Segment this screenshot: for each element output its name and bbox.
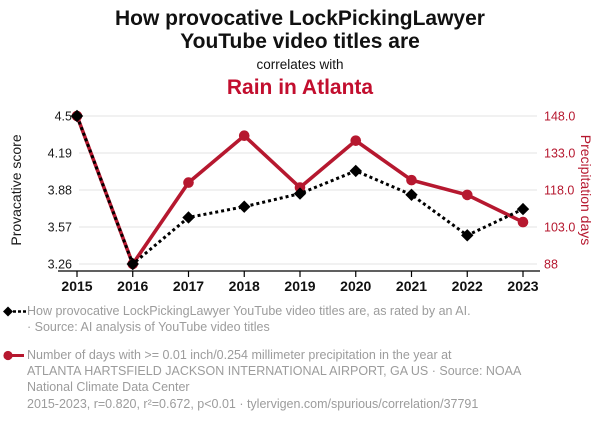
- data-point-diamond: [293, 187, 307, 200]
- left-axis-tick: 3.26: [48, 258, 72, 272]
- data-point-circle: [406, 174, 417, 186]
- left-axis-tick: 3.57: [48, 221, 72, 235]
- data-point-diamond: [126, 257, 139, 271]
- right-axis-tick: 148.0: [544, 110, 575, 124]
- data-point-circle: [238, 130, 250, 142]
- data-point-diamond: [70, 109, 84, 123]
- right-axis-tick: 88: [544, 258, 558, 272]
- left-axis-tick: 4.19: [48, 147, 72, 161]
- x-axis-tick: 2022: [452, 278, 483, 294]
- circle-solid-line-icon: [3, 347, 27, 366]
- legend-item-precipitation: Number of days with >= 0.01 inch/0.254 m…: [3, 347, 593, 395]
- x-axis-tick: 2023: [507, 278, 538, 294]
- right-axis-tick: 118.0: [544, 184, 574, 198]
- data-point-diamond: [349, 164, 362, 178]
- footer-stats: 2015-2023, r=0.820, r²=0.672, p<0.01 · t…: [27, 397, 479, 411]
- right-axis-tick: 133.0: [544, 147, 575, 161]
- right-axis-tick: 103.0: [544, 221, 575, 235]
- x-axis-tick: 2017: [173, 278, 204, 294]
- diamond-dotted-line-icon: [3, 303, 27, 322]
- correlates-with-text: correlates with: [256, 57, 344, 72]
- legend-label-provocative: How provocative LockPickingLawyer YouTub…: [27, 304, 471, 334]
- x-axis-tick: 2018: [229, 278, 260, 294]
- right-axis-label: Precipitation days: [578, 134, 594, 246]
- data-point-circle: [461, 189, 473, 201]
- data-point-diamond: [238, 200, 251, 213]
- data-point-diamond: [405, 188, 418, 201]
- x-axis-tick: 2021: [396, 278, 427, 294]
- data-point-circle: [183, 177, 194, 188]
- data-point-circle: [517, 216, 529, 228]
- legend-label-precipitation: Number of days with >= 0.01 inch/0.254 m…: [27, 348, 522, 394]
- red-subtitle: Rain in Atlanta: [226, 76, 374, 99]
- left-axis-label: Provacative score: [8, 134, 24, 246]
- page-title: How provocative LockPickingLawyer YouTub…: [115, 7, 485, 53]
- legend: How provocative LockPickingLawyer YouTub…: [3, 303, 593, 407]
- x-axis-tick: 2015: [61, 278, 92, 294]
- left-axis-tick: 3.88: [48, 184, 72, 198]
- x-axis-tick: 2019: [284, 278, 315, 294]
- chart-plot-area: 4.5 148.0 4.19 133.0 3.88 118.0 3.57 103.0 3.26 8…: [48, 109, 576, 295]
- data-point-circle: [350, 135, 362, 146]
- data-point-diamond: [461, 229, 474, 242]
- chart: 4.5 148.0 4.19 133.0 3.88 118.0 3.57 103.0 3.26 8…: [0, 105, 600, 300]
- data-point-diamond: [516, 202, 530, 216]
- x-axis-tick: 2020: [340, 278, 371, 294]
- legend-item-provocative: How provocative LockPickingLawyer YouTub…: [3, 303, 593, 335]
- x-axis-tick: 2016: [117, 278, 148, 294]
- data-point-diamond: [182, 211, 195, 224]
- left-axis-tick: 4.5: [55, 110, 72, 124]
